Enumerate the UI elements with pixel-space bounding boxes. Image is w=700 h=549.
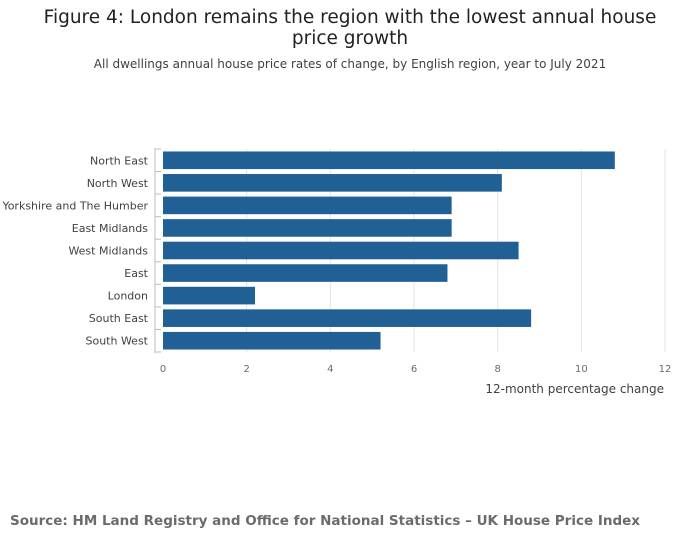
category-label: South East	[89, 312, 149, 325]
source-note: Source: HM Land Registry and Office for …	[10, 513, 640, 529]
bar-west-midlands[interactable]	[163, 241, 519, 260]
y-axis	[154, 148, 161, 353]
category-label: East	[124, 267, 148, 280]
x-tick-label: 6	[411, 364, 417, 375]
category-labels: North East North West Yorkshire and The Hu…	[1, 154, 148, 347]
bar-east[interactable]	[163, 264, 448, 282]
bar-south-east[interactable]	[163, 309, 532, 327]
bar-east-midlands[interactable]	[163, 219, 452, 237]
category-label: East Midlands	[72, 222, 149, 235]
category-label: West Midlands	[68, 245, 148, 258]
x-tick-label: 4	[327, 364, 333, 375]
bars	[163, 151, 615, 350]
category-label: North East	[90, 154, 149, 167]
x-tick-label: 10	[575, 364, 588, 375]
category-label: North West	[87, 177, 149, 190]
x-tick-labels: 0 2 4 6 8 10 12	[160, 364, 672, 375]
x-tick-label: 8	[494, 364, 500, 375]
chart-subtitle: All dwellings annual house price rates o…	[93, 57, 607, 71]
category-label: Yorkshire and The Humber	[1, 199, 148, 212]
x-tick-label: 0	[160, 364, 166, 375]
x-axis-title: 12-month percentage change	[485, 382, 664, 396]
x-tick-label: 2	[243, 364, 249, 375]
bar-london[interactable]	[163, 286, 256, 305]
category-label: South West	[85, 335, 148, 348]
x-tick-label: 12	[659, 364, 672, 375]
chart-title: Figure 4: London remains the region with…	[43, 7, 657, 49]
bar-north-east[interactable]	[163, 151, 615, 170]
bar-north-west[interactable]	[163, 174, 502, 192]
bar-south-west[interactable]	[163, 331, 381, 350]
bar-yorkshire-and-the-humber[interactable]	[163, 196, 452, 215]
category-label: London	[108, 290, 148, 303]
